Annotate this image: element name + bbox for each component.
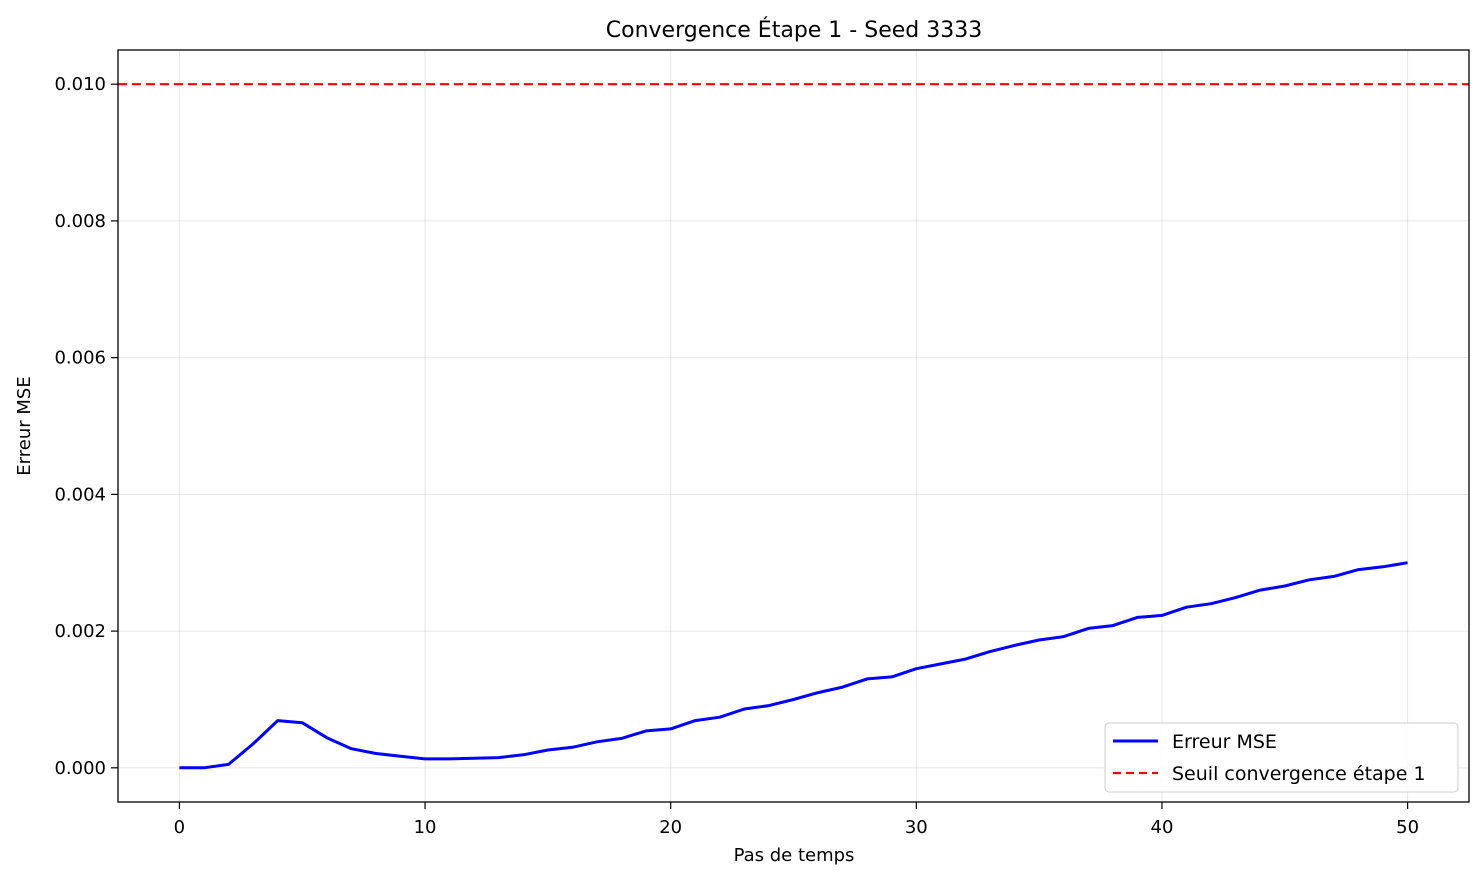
y-tick-label: 0.002 bbox=[54, 621, 106, 642]
plot-frame bbox=[117, 49, 1470, 803]
x-tick-label: 20 bbox=[659, 817, 682, 838]
legend-label-threshold: Seuil convergence étape 1 bbox=[1172, 763, 1426, 785]
y-axis: 0.000 0.002 0.004 0.006 0.008 0.010 bbox=[54, 74, 118, 779]
y-tick-label: 0.000 bbox=[54, 758, 106, 779]
y-tick-label: 0.006 bbox=[54, 348, 106, 369]
x-axis-label: Pas de temps bbox=[734, 845, 855, 866]
legend-label-mse: Erreur MSE bbox=[1172, 731, 1277, 753]
x-tick-label: 10 bbox=[414, 817, 437, 838]
y-tick-label: 0.004 bbox=[54, 484, 106, 505]
chart-title: Convergence Étape 1 - Seed 3333 bbox=[606, 17, 982, 43]
x-tick-label: 0 bbox=[174, 817, 185, 838]
y-axis-label: Erreur MSE bbox=[14, 376, 35, 475]
series-layer bbox=[118, 83, 1469, 770]
x-tick-label: 50 bbox=[1396, 817, 1419, 838]
y-tick-label: 0.008 bbox=[54, 211, 106, 232]
y-tick-label: 0.010 bbox=[54, 74, 106, 95]
x-axis: 0 10 20 30 40 50 bbox=[174, 802, 1419, 838]
x-tick-label: 30 bbox=[905, 817, 928, 838]
legend-box bbox=[1104, 722, 1459, 793]
legend: Erreur MSE Seuil convergence étape 1 bbox=[1104, 722, 1459, 793]
x-tick-label: 40 bbox=[1151, 817, 1174, 838]
series-line-mse bbox=[179, 561, 1408, 770]
